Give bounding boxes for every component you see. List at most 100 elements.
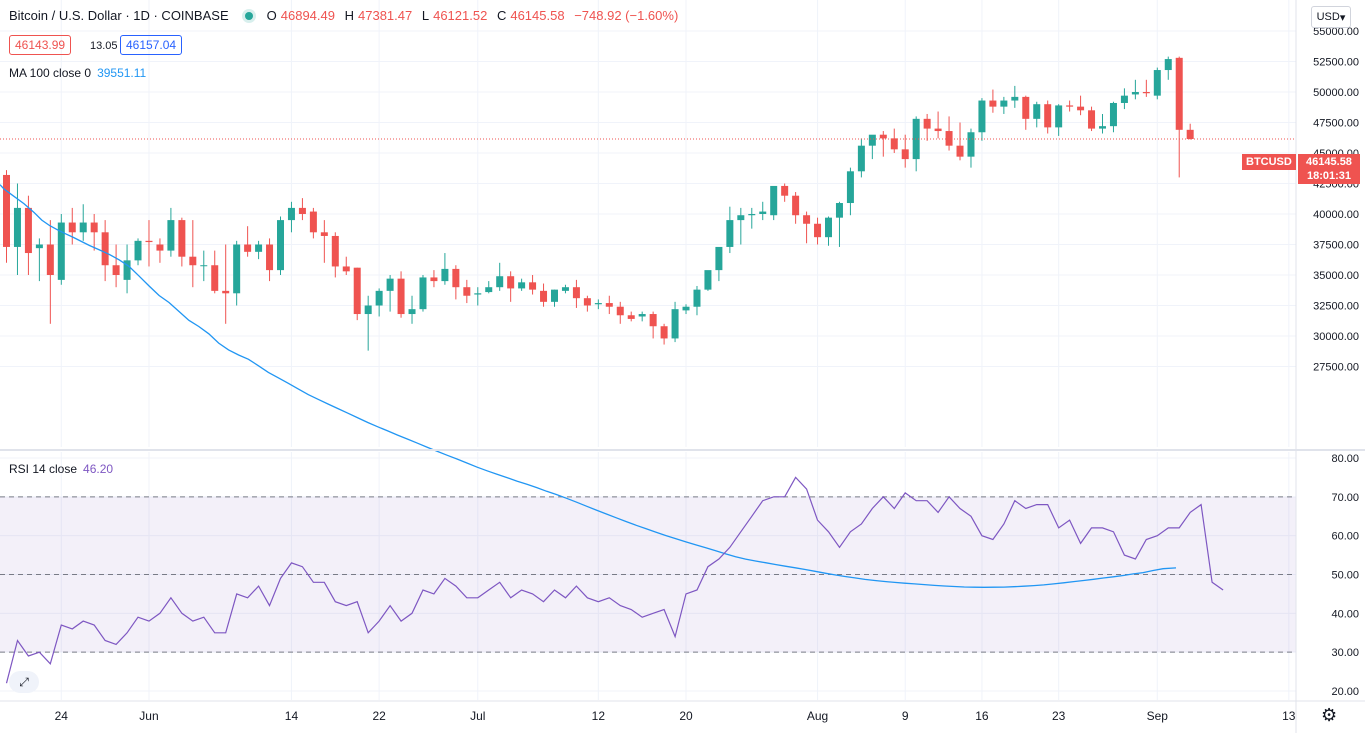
ma-legend[interactable]: MA 100 close 0 39551.11	[9, 66, 146, 80]
candle-body	[989, 100, 997, 107]
last-price: 46145.58	[1306, 156, 1352, 168]
x-tick-label: Aug	[807, 709, 828, 723]
candle	[46, 220, 54, 324]
candle-body	[79, 222, 87, 233]
candle-body	[529, 282, 537, 290]
rsi-tick-label: 30.00	[1331, 647, 1359, 659]
candle-body	[835, 203, 843, 218]
candle-body	[68, 222, 76, 233]
candle-body	[364, 305, 372, 315]
candle-body	[704, 270, 712, 290]
ma-legend-value: 39551.11	[97, 66, 147, 80]
candle-body	[156, 244, 164, 251]
candle	[879, 131, 887, 157]
candle-body	[912, 118, 920, 160]
rsi-line	[5, 476, 1224, 684]
candle	[923, 113, 931, 141]
candle-body	[1186, 129, 1194, 140]
candle	[320, 220, 328, 263]
x-tick-label: 14	[285, 709, 299, 723]
currency-label: USD	[1316, 11, 1340, 23]
candle	[682, 304, 690, 315]
candle	[441, 253, 449, 285]
x-tick-label: 12	[592, 709, 606, 723]
candle	[868, 134, 876, 160]
symbol-title[interactable]: Bitcoin / U.S. Dollar · 1D · COINBASE	[9, 8, 229, 23]
candle-body	[123, 260, 131, 280]
sell-price-button[interactable]: 46143.99	[9, 35, 72, 55]
candle	[627, 311, 635, 322]
candle-body	[737, 215, 745, 221]
candle-body	[287, 207, 295, 221]
high-key: H	[344, 8, 354, 23]
candle	[901, 134, 909, 168]
candle	[266, 238, 274, 282]
candle-body	[1077, 106, 1085, 111]
candle	[945, 116, 953, 151]
candle-body	[353, 267, 361, 315]
candle	[1055, 104, 1063, 136]
candle-body	[1175, 57, 1183, 130]
candle	[57, 214, 65, 285]
candle	[594, 299, 602, 310]
candle-body	[693, 289, 701, 307]
candle-body	[660, 326, 668, 339]
candle	[200, 250, 208, 282]
low-value: 46121.52	[433, 8, 488, 23]
candle-body	[890, 138, 898, 150]
candle	[364, 295, 372, 351]
candle-body	[781, 185, 789, 196]
candle-body	[277, 220, 284, 271]
gear-icon[interactable]: ⚙	[1321, 705, 1338, 725]
reset-scale-button[interactable]: ⤢	[9, 671, 39, 693]
candle	[419, 275, 427, 312]
candle	[1088, 106, 1096, 132]
currency-select[interactable]: USD ▾	[1311, 6, 1351, 28]
candle-body	[474, 293, 482, 295]
candle-body	[24, 207, 32, 254]
candle	[605, 295, 613, 315]
candle	[485, 281, 493, 294]
x-tick-label: 22	[372, 709, 386, 723]
candle-body	[649, 314, 657, 327]
candle	[375, 288, 383, 317]
candle-body	[298, 207, 306, 214]
candle-body	[605, 303, 613, 307]
candle-body	[715, 246, 723, 271]
buy-price-button[interactable]: 46157.04	[120, 35, 183, 55]
candle	[1000, 96, 1008, 114]
market-status-icon	[244, 11, 253, 20]
candle	[660, 323, 668, 345]
candle-body	[255, 244, 263, 252]
candle	[101, 220, 109, 282]
open-value: 46894.49	[280, 8, 335, 23]
candle-body	[178, 220, 186, 257]
candle	[989, 89, 997, 113]
x-tick-label: Jul	[470, 709, 485, 723]
rsi-layer	[5, 476, 1224, 684]
candle-body	[682, 306, 690, 311]
ma-line	[0, 184, 1177, 588]
rsi-tick-label: 70.00	[1331, 492, 1359, 504]
candle-body	[112, 265, 120, 275]
candle-body	[551, 289, 558, 302]
candle-body	[1120, 95, 1128, 103]
candle	[1131, 79, 1139, 100]
candle	[298, 198, 306, 221]
candle	[331, 232, 339, 278]
rsi-band	[0, 496, 1296, 653]
rsi-legend-value: 46.20	[83, 462, 114, 476]
candle	[342, 256, 350, 275]
candle-body	[134, 240, 142, 261]
rsi-legend[interactable]: RSI 14 close 46.20	[9, 462, 113, 476]
candle	[1077, 95, 1085, 116]
candle	[1153, 67, 1161, 100]
candle	[704, 270, 712, 291]
candle	[792, 192, 800, 224]
candle-body	[211, 265, 219, 291]
candle	[572, 279, 580, 308]
rsi-tick-label: 20.00	[1331, 686, 1359, 698]
